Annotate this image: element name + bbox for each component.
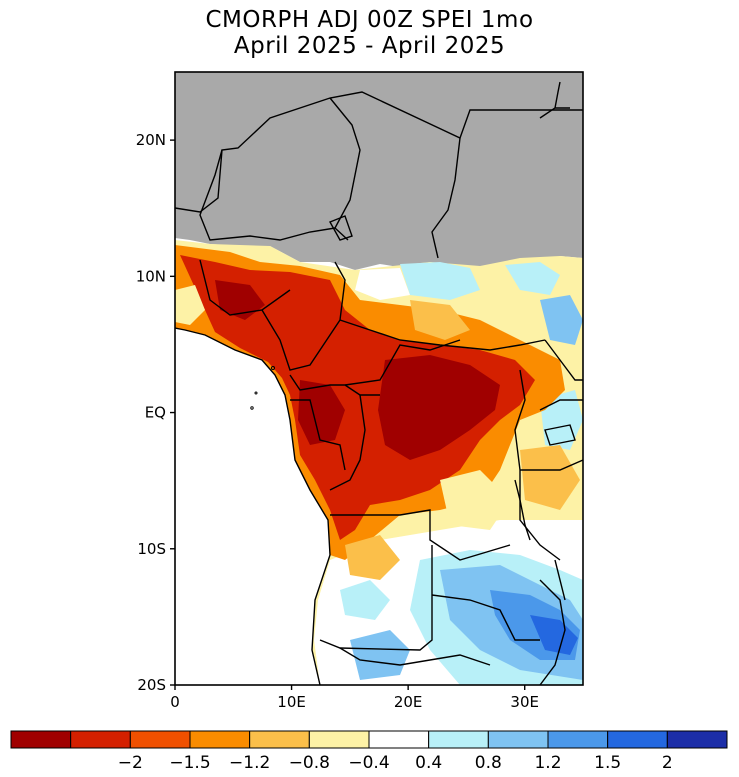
border-congo — [329, 394, 366, 491]
extreme-dry-core-2 — [298, 380, 345, 445]
colorbar-swatch — [129, 730, 191, 749]
map-area — [175, 72, 583, 685]
extreme-dry-core-1 — [378, 355, 500, 460]
border-nigeria — [261, 261, 346, 371]
colorbar-swatch — [607, 730, 668, 749]
border-kenya — [539, 399, 583, 411]
red-sea-coast — [539, 81, 570, 119]
lon-tick-label: 0 — [170, 693, 180, 711]
colorbar-swatch — [249, 730, 310, 749]
blue-patch-12 — [355, 268, 410, 300]
longitude-axis: 0 10E 20E 30E — [170, 685, 539, 711]
colorbar-swatch — [428, 730, 489, 749]
country-borders — [175, 91, 583, 685]
lake-tanganyika — [514, 479, 531, 541]
moderate-dry-patch-3 — [345, 535, 400, 580]
blue-patch-5 — [350, 630, 410, 680]
colorbar-label: 0.8 — [475, 753, 502, 773]
colorbar-swatch — [368, 730, 430, 749]
colorbar-swatch — [308, 730, 370, 749]
lon-tick-label: 20E — [394, 693, 423, 711]
border-west-1 — [199, 149, 336, 241]
blue-patch-11 — [505, 262, 560, 295]
masked-no-data-region — [175, 72, 583, 270]
island-bioko — [271, 366, 275, 370]
map-title-line1: CMORPH ADJ 00Z SPEI 1mo — [205, 7, 534, 33]
near-normal-patch-1 — [440, 470, 510, 530]
colorbar-label: −2 — [118, 753, 143, 773]
moderate-dry-patch-2 — [520, 445, 580, 510]
colorbar-label: 0.4 — [415, 753, 442, 773]
lake-victoria — [544, 424, 576, 446]
colorbar-label: −1.5 — [169, 753, 210, 773]
colorbar-swatch — [10, 730, 72, 749]
border-gabon — [290, 399, 346, 471]
lake-malawi — [554, 559, 566, 601]
extreme-dry-core-3 — [215, 280, 265, 320]
border-angola — [319, 545, 433, 651]
lat-tick-label: 20N — [136, 131, 166, 149]
map-title-line2: April 2025 - April 2025 — [233, 33, 506, 59]
coastline — [175, 327, 331, 685]
spei-field — [175, 240, 583, 685]
border-cameroon — [289, 374, 380, 396]
lat-tick-label: EQ — [145, 404, 166, 422]
moderate-dry-patch-1 — [410, 300, 470, 340]
lake-chad — [329, 215, 353, 241]
blue-patch-4 — [530, 615, 578, 655]
map-frame — [174, 71, 584, 686]
lon-tick-label: 10E — [277, 693, 306, 711]
border-sahara-west — [175, 91, 583, 213]
colorbar-label: 1.2 — [534, 753, 561, 773]
border-chad-car — [339, 319, 546, 351]
border-west-2 — [199, 259, 291, 316]
border-tanzania — [520, 459, 583, 471]
border-sahara-mid — [329, 97, 361, 241]
border-car-south — [344, 339, 461, 386]
border-east-africa — [544, 339, 583, 381]
islands — [250, 366, 275, 410]
blue-patch-6 — [340, 580, 390, 620]
border-zambia — [431, 594, 540, 641]
island-sao-tome — [250, 406, 254, 410]
colorbar-label: −0.4 — [348, 753, 389, 773]
blue-patch-10 — [540, 295, 583, 345]
border-drc-south — [330, 509, 511, 561]
lat-tick-label: 20S — [137, 676, 166, 694]
border-sahara-east — [431, 137, 461, 259]
lat-tick-label: 10N — [136, 267, 166, 285]
colorbar-swatch — [666, 730, 728, 749]
latitude-axis: 20N 10N EQ 10S 20S — [136, 131, 175, 694]
colorbar: −2 −1.5 −1.2 −0.8 −0.4 0.4 0.8 1.2 1.5 2 — [10, 730, 728, 773]
blue-patch-9 — [400, 262, 480, 300]
border-namibia — [339, 647, 491, 666]
dry-red-orange-area — [180, 255, 535, 540]
lon-tick-label: 30E — [510, 693, 539, 711]
border-mozambique — [539, 579, 566, 685]
colorbar-swatch — [70, 730, 131, 749]
colorbar-label: −1.2 — [229, 753, 270, 773]
colorbar-label: −0.8 — [289, 753, 330, 773]
near-normal-patch-2 — [175, 285, 205, 325]
lat-tick-label: 10S — [137, 540, 166, 558]
island-principe — [254, 391, 258, 395]
colorbar-swatch — [189, 730, 251, 749]
colorbar-swatch — [547, 730, 609, 749]
colorbar-swatch — [487, 730, 549, 749]
colorbar-label: 1.5 — [594, 753, 621, 773]
colorbar-label: 2 — [662, 753, 673, 773]
